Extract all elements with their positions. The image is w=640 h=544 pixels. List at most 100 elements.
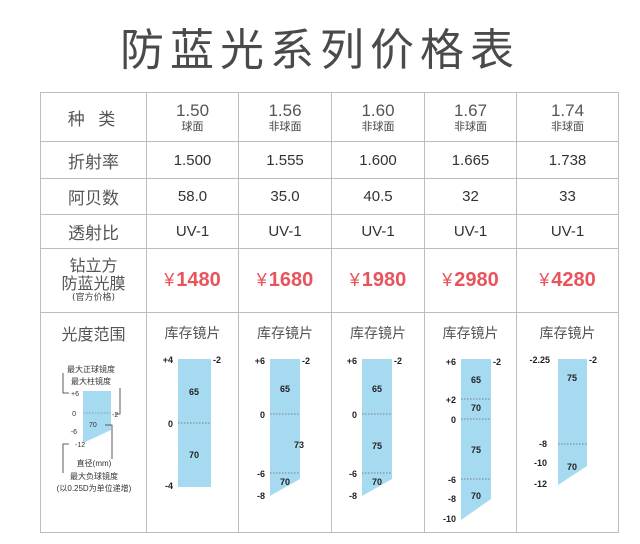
legend-diagram: 最大正球镜度 最大柱镜度 +6 0 -2 -6 -12 70 直径(mm) 最大… [57,364,132,493]
coating-label: 钻立方 防蓝光膜 (官方价格) [40,248,147,313]
row-transmission: 透射比 UV-1 UV-1 UV-1 UV-1 UV-1 [40,214,619,249]
svg-text:73: 73 [294,440,304,450]
svg-text:-6: -6 [257,469,265,479]
svg-text:0: 0 [352,410,357,420]
range-diagram: -2.25 -2 -8 -10 -12 75 70 [529,355,597,489]
svg-text:-4: -4 [165,481,173,491]
svg-text:(以0.25D为单位递增): (以0.25D为单位递增) [57,483,132,493]
svg-text:-2.25: -2.25 [529,355,550,365]
svg-text:-12: -12 [534,479,547,489]
svg-text:直径(mm): 直径(mm) [77,458,112,468]
kind-cell: 1.50 球面 [146,92,239,142]
range-cell: 库存镜片 +4 -2 0 -4 65 70 [146,312,239,533]
svg-text:-8: -8 [349,491,357,501]
refractive-value: 1.600 [331,141,425,179]
svg-text:-2: -2 [302,356,310,366]
range-cell: 库存镜片 +6 -2 0 -6 -8 65 73 70 [238,312,332,533]
svg-text:-8: -8 [257,491,265,501]
kind-cell: 1.67 非球面 [424,92,517,142]
svg-text:-6: -6 [349,469,357,479]
range-diagram: +6 -2 0 -6 -8 65 75 70 [347,356,402,501]
svg-text:70: 70 [471,403,481,413]
transmission-value: UV-1 [238,214,332,249]
svg-text:-2: -2 [394,356,402,366]
abbe-value: 58.0 [146,178,239,215]
svg-text:-6: -6 [448,475,456,485]
svg-text:+6: +6 [446,357,456,367]
svg-text:最大柱镜度: 最大柱镜度 [71,376,111,386]
svg-text:-2: -2 [493,357,501,367]
svg-text:70: 70 [471,491,481,501]
svg-text:75: 75 [567,373,577,383]
svg-text:65: 65 [372,384,382,394]
kind-cell: 1.74 非球面 [516,92,619,142]
page-title: 防蓝光系列价格表 [120,25,520,76]
range-legend: 光度范围 最大正球镜度 最大柱镜度 +6 0 -2 -6 -12 70 直径(m… [40,312,147,533]
svg-text:70: 70 [189,450,199,460]
svg-text:-6: -6 [71,429,77,436]
stock-label: 库存镜片 [350,326,406,342]
stock-label: 库存镜片 [164,326,221,342]
row-abbe: 阿贝数 58.0 35.0 40.5 32 33 [40,178,619,215]
svg-text:75: 75 [372,441,382,451]
svg-text:70: 70 [567,462,577,472]
svg-text:70: 70 [372,477,382,487]
price-value: ¥1980 [331,248,425,313]
abbe-value: 32 [424,178,517,215]
transmission-value: UV-1 [146,214,239,249]
svg-text:0: 0 [168,419,173,429]
svg-text:+6: +6 [347,356,357,366]
svg-text:65: 65 [189,387,199,397]
price-value: ¥4280 [516,248,619,313]
range-cell: 库存镜片 -2.25 -2 -8 -10 -12 75 70 [516,312,619,533]
refractive-value: 1.738 [516,141,619,179]
abbe-value: 40.5 [331,178,425,215]
svg-text:-2: -2 [112,412,118,419]
svg-text:0: 0 [72,411,76,418]
stock-label: 库存镜片 [539,326,596,342]
range-diagram: +6 -2 0 -6 -8 65 73 70 [255,356,310,501]
svg-text:-12: -12 [75,442,85,449]
transmission-label: 透射比 [40,214,147,249]
price-value: ¥1680 [238,248,332,313]
abbe-value: 33 [516,178,619,215]
transmission-value: UV-1 [516,214,619,249]
kind-cell: 1.56 非球面 [238,92,332,142]
svg-text:+2: +2 [446,395,456,405]
transmission-value: UV-1 [331,214,425,249]
price-value: ¥2980 [424,248,517,313]
svg-text:0: 0 [260,410,265,420]
svg-text:-2: -2 [213,355,221,365]
refractive-label: 折射率 [40,141,147,179]
svg-text:最大正球镜度: 最大正球镜度 [67,364,115,374]
range-diagram: +6 -2 +2 0 -6 -8 -10 65 70 75 70 [443,357,501,524]
svg-text:-8: -8 [448,494,456,504]
refractive-value: 1.665 [424,141,517,179]
svg-text:+4: +4 [163,355,173,365]
kind-cell: 1.60 非球面 [331,92,425,142]
row-refractive: 折射率 1.500 1.555 1.600 1.665 1.738 [40,141,619,179]
svg-text:70: 70 [280,477,290,487]
svg-text:65: 65 [280,384,290,394]
svg-text:-8: -8 [539,439,547,449]
range-diagram: +4 -2 0 -4 65 70 [163,355,221,491]
refractive-value: 1.555 [238,141,332,179]
abbe-value: 35.0 [238,178,332,215]
svg-text:-2: -2 [589,355,597,365]
row-kind: 种 类 1.50 球面 1.56 非球面 1.60 非球面 1.67 非球面 1.74 非… [40,92,619,142]
abbe-label: 阿贝数 [40,178,147,215]
svg-text:70: 70 [89,422,97,429]
price-table: 种 类 1.50 球面 1.56 非球面 1.60 非球面 1.67 非球面 1.74 非… [40,92,619,533]
svg-text:75: 75 [471,445,481,455]
kind-label: 种 类 [40,92,147,142]
svg-text:0: 0 [451,415,456,425]
range-cell: 库存镜片 +6 -2 0 -6 -8 65 75 70 [331,312,425,533]
price-value: ¥1480 [146,248,239,313]
svg-text:65: 65 [471,375,481,385]
svg-text:+6: +6 [255,356,265,366]
refractive-value: 1.500 [146,141,239,179]
svg-text:+6: +6 [71,391,79,398]
svg-text:-10: -10 [534,458,547,468]
range-label: 光度范围 [61,325,126,344]
stock-label: 库存镜片 [442,326,499,342]
